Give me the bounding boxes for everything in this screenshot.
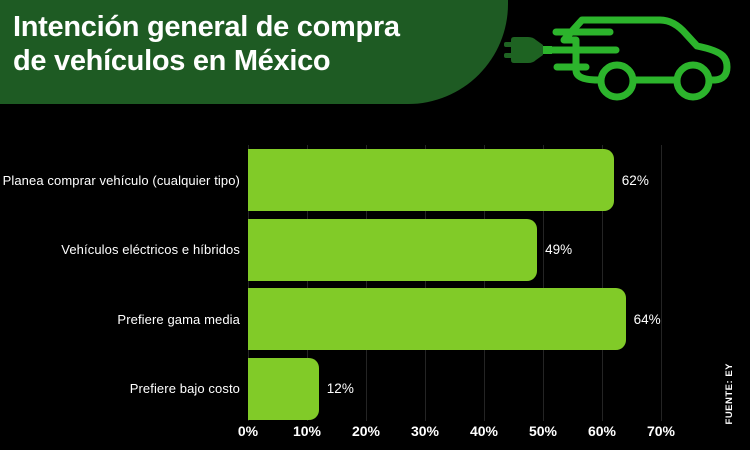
rear-wheel-icon	[597, 61, 637, 101]
bar	[248, 288, 626, 350]
x-tick-label: 50%	[528, 423, 558, 439]
front-wheel-icon	[673, 61, 713, 101]
gridline	[425, 145, 426, 421]
x-tick-label: 20%	[351, 423, 381, 439]
bar-category-label: Prefiere bajo costo	[129, 381, 240, 396]
bar-category-label: Vehículos eléctricos e híbridos	[61, 242, 240, 257]
page-title: Intención general de compra de vehículos…	[13, 10, 400, 78]
bar-category-label: Prefiere gama media	[117, 311, 240, 327]
gridline	[484, 145, 485, 421]
bar	[248, 218, 538, 281]
bar	[248, 357, 319, 420]
bar-value-label: 12%	[326, 381, 354, 396]
electric-car-icon	[504, 16, 731, 101]
bar-value-label: 64%	[633, 311, 661, 327]
gridline	[602, 145, 603, 421]
source-credit: FUENTE: EY	[724, 362, 735, 424]
gridline	[366, 145, 367, 421]
car-body-icon	[560, 16, 731, 101]
speed-lines-icon	[547, 28, 620, 71]
x-tick-label: 10%	[292, 423, 322, 439]
page-title-line2: de vehículos en México	[13, 45, 331, 77]
bar-category-label: Planea comprar vehículo (cualquier tipo)	[2, 172, 240, 188]
x-tick-label: 0%	[237, 423, 259, 439]
x-tick-label: 40%	[469, 423, 499, 439]
x-tick-label: 30%	[410, 423, 440, 439]
gridline	[248, 145, 249, 421]
x-tick-label: 70%	[646, 423, 676, 439]
bar-value-label: 49%	[545, 242, 573, 257]
page-title-line1: Intención general de compra	[13, 11, 400, 43]
gridline	[661, 145, 662, 421]
x-tick-label: 60%	[587, 423, 617, 439]
bar	[248, 149, 614, 211]
gridline	[543, 145, 544, 421]
bar-value-label: 62%	[621, 172, 649, 188]
header-band: Intención general de compra de vehículos…	[0, 0, 508, 104]
gridline	[307, 145, 308, 421]
plug-icon	[504, 37, 552, 63]
